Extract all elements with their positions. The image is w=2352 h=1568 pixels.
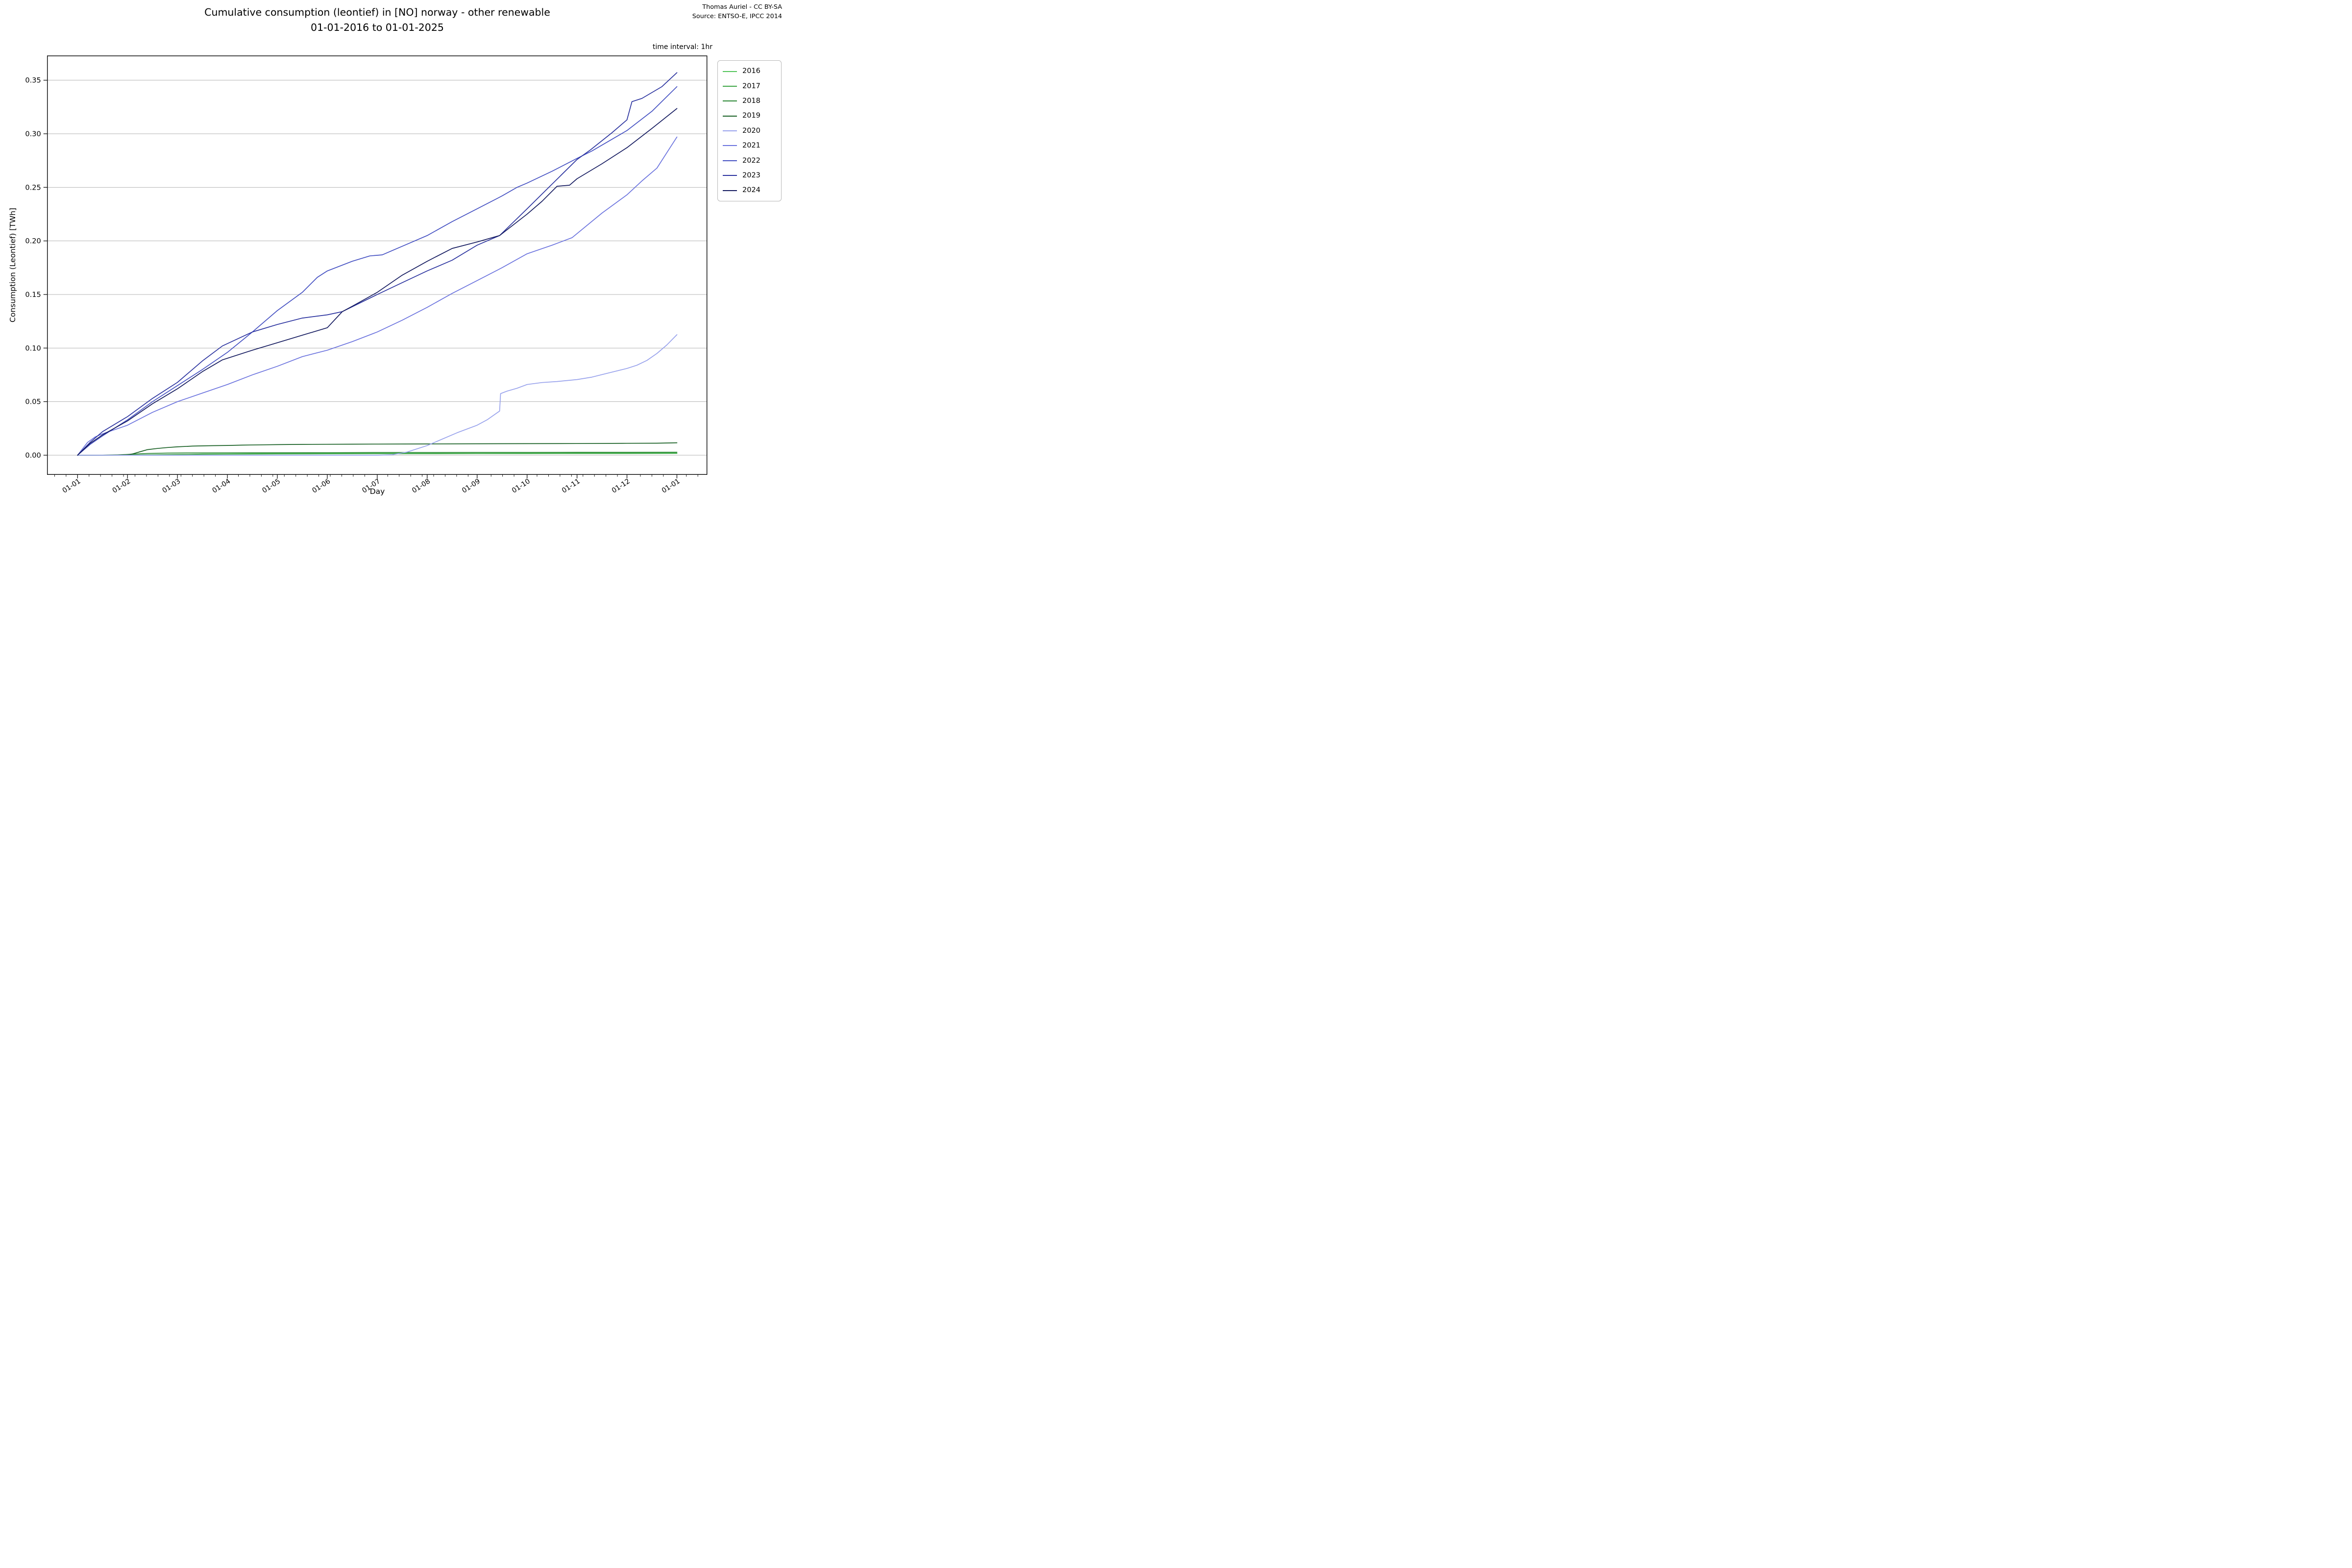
- y-tick-label-0.15: 0.15: [25, 291, 41, 299]
- legend-label-2018: 2018: [742, 97, 760, 105]
- legend-label-2022: 2022: [742, 156, 760, 165]
- x-tick-label-8: 01-09: [461, 477, 482, 495]
- y-tick-label-0.30: 0.30: [25, 130, 41, 138]
- series-line-2019: [77, 442, 678, 456]
- legend-item-2018: 2018: [723, 94, 776, 108]
- series-line-2024: [77, 108, 678, 456]
- time-interval-note: time interval: 1hr: [652, 43, 712, 51]
- plot-area: 01-01 01-02 01-03 01-04 01-05 01-06 01-07 01-08…: [25, 55, 708, 495]
- legend-item-2019: 2019: [723, 109, 776, 123]
- legend-line-swatch-2018: [723, 100, 737, 102]
- x-tick-label-5: 01-06: [311, 477, 332, 495]
- legend-line-swatch-2022: [723, 160, 737, 161]
- legend-line-swatch-2021: [723, 145, 737, 147]
- legend-item-2020: 2020: [723, 124, 776, 138]
- y-axis-label: Consumption (Leontief) [TWh]: [8, 208, 17, 322]
- legend-item-2021: 2021: [723, 139, 776, 153]
- x-tick-label-0: 01-01: [61, 477, 82, 495]
- legend-item-2023: 2023: [723, 169, 776, 183]
- x-tick-label-4: 01-05: [261, 477, 282, 495]
- series-line-2023: [77, 72, 678, 456]
- chart-title-line2: 01-01-2016 to 01-01-2025: [311, 22, 444, 33]
- x-tick-label-7: 01-08: [411, 477, 432, 495]
- y-tick-label-0.20: 0.20: [25, 238, 41, 245]
- x-axis-label: Day: [369, 487, 385, 496]
- legend-label-2016: 2016: [742, 67, 760, 75]
- legend-label-2017: 2017: [742, 82, 760, 90]
- legend-label-2020: 2020: [742, 126, 760, 135]
- series-line-2020: [77, 334, 678, 456]
- legend-label-2021: 2021: [742, 142, 760, 150]
- y-tick-label-0.35: 0.35: [25, 77, 41, 85]
- legend-item-2022: 2022: [723, 153, 776, 168]
- x-tick-label-10: 01-11: [561, 477, 582, 495]
- chart-title: Cumulative consumption (leontief) in [NO…: [204, 5, 550, 35]
- x-tick-label-9: 01-10: [511, 477, 532, 495]
- legend-line-swatch-2019: [723, 115, 737, 117]
- legend-line-swatch-2020: [723, 130, 737, 131]
- x-tick-label-11: 01-12: [611, 477, 632, 495]
- x-tick-label-1: 01-02: [111, 477, 132, 495]
- legend-item-2017: 2017: [723, 79, 776, 93]
- y-tick-label-0.10: 0.10: [25, 344, 41, 352]
- legend-label-2019: 2019: [742, 112, 760, 120]
- chart-title-line1: Cumulative consumption (leontief) in [NO…: [204, 6, 550, 18]
- legend: 2016 2017 2018 2019 2020 2021 2022 2023 2024: [717, 60, 782, 201]
- x-tick-label-12: 01-01: [661, 477, 682, 495]
- legend-item-2024: 2024: [723, 183, 776, 197]
- legend-label-2023: 2023: [742, 171, 760, 179]
- x-tick-label-3: 01-04: [211, 477, 232, 495]
- figure-canvas: Cumulative consumption (leontief) in [NO…: [0, 0, 784, 523]
- attribution-author: Thomas Auriel - CC BY-SA: [702, 3, 782, 11]
- y-tick-label-0.25: 0.25: [25, 184, 41, 192]
- legend-line-swatch-2024: [723, 190, 737, 191]
- legend-line-swatch-2017: [723, 85, 737, 87]
- axes-spines: [47, 55, 708, 475]
- legend-line-swatch-2023: [723, 175, 737, 176]
- legend-line-swatch-2016: [723, 71, 737, 72]
- x-tick-label-2: 01-03: [161, 477, 182, 495]
- attribution-source: Source: ENTSO-E, IPCC 2014: [692, 13, 782, 20]
- attribution: Thomas Auriel - CC BY-SA Source: ENTSO-E…: [692, 2, 782, 21]
- y-tick-label-0.00: 0.00: [25, 452, 41, 460]
- legend-label-2024: 2024: [742, 186, 760, 195]
- y-tick-label-0.05: 0.05: [25, 398, 41, 406]
- series-line-2021: [77, 136, 678, 456]
- legend-item-2016: 2016: [723, 64, 776, 78]
- series-line-2022: [77, 86, 678, 456]
